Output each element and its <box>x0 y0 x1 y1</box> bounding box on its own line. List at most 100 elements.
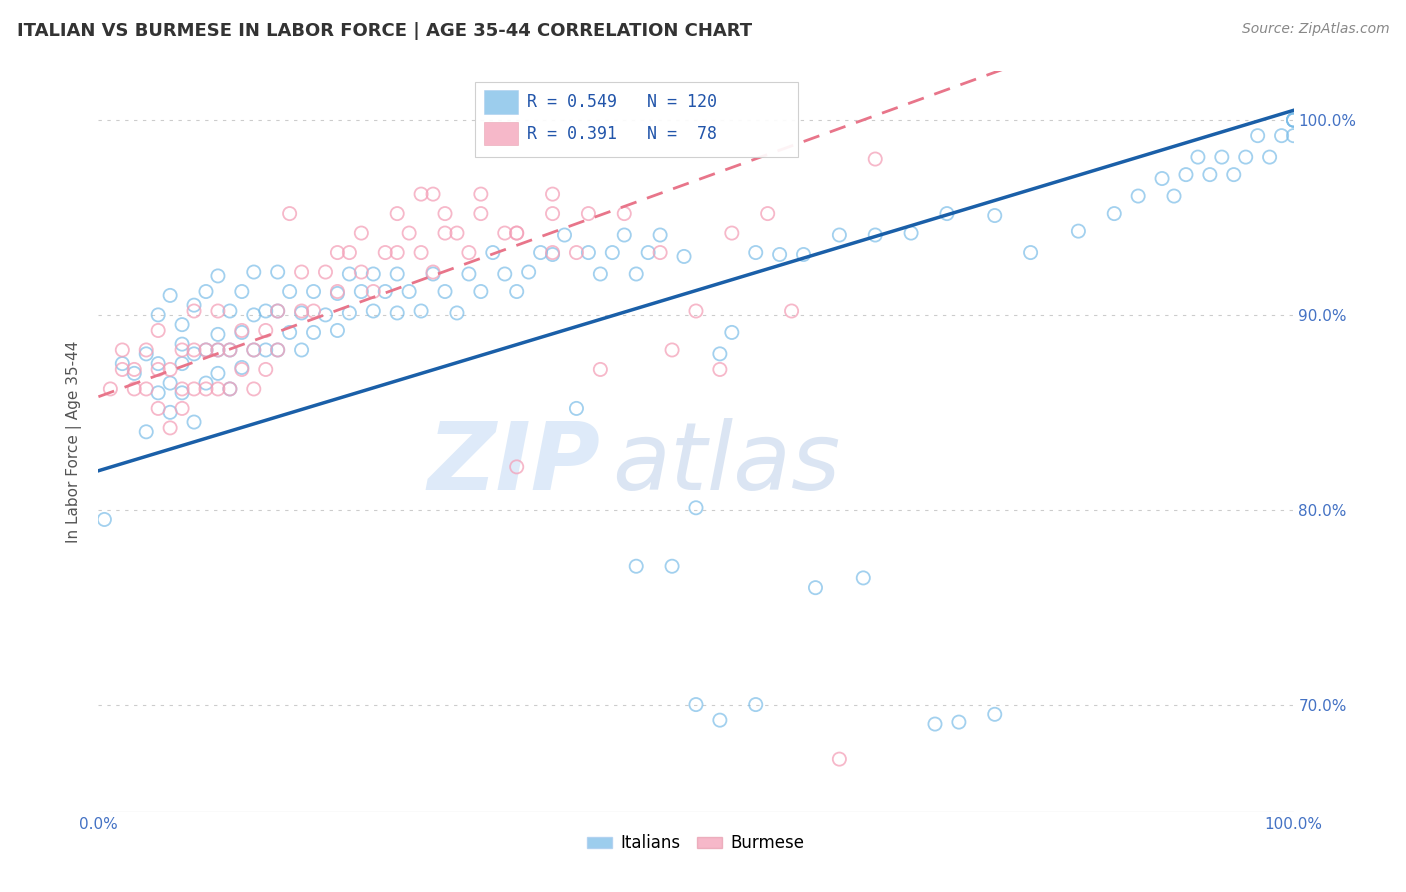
Point <box>278 285 301 299</box>
Point <box>768 247 790 261</box>
Point <box>948 715 970 730</box>
Point <box>661 343 683 357</box>
Point <box>315 308 337 322</box>
Point <box>984 209 1007 223</box>
Point <box>374 285 396 299</box>
Point <box>1282 128 1305 143</box>
Legend: Italians, Burmese: Italians, Burmese <box>581 828 811 859</box>
Point <box>745 698 768 712</box>
Point <box>565 401 588 416</box>
Point <box>411 187 433 202</box>
Point <box>506 226 529 240</box>
Point <box>434 206 457 220</box>
Point <box>195 343 218 357</box>
Point <box>924 717 946 731</box>
Point <box>207 367 229 381</box>
Point <box>541 247 564 261</box>
Point <box>124 367 146 381</box>
Point <box>385 206 409 220</box>
Point <box>936 206 959 220</box>
Point <box>254 343 277 357</box>
Point <box>1163 189 1185 203</box>
Point <box>685 698 707 712</box>
Point <box>219 382 242 396</box>
Point <box>721 226 744 240</box>
Point <box>267 304 290 318</box>
Point <box>135 425 157 439</box>
Point <box>172 357 194 371</box>
Point <box>98 382 122 396</box>
Point <box>159 405 181 419</box>
Point <box>1282 113 1305 128</box>
Point <box>124 382 146 396</box>
Point <box>231 324 253 338</box>
Point <box>219 343 242 357</box>
Point <box>385 306 409 320</box>
Point <box>326 245 349 260</box>
Point <box>470 187 492 202</box>
Point <box>589 362 612 376</box>
Point <box>267 265 290 279</box>
Point <box>231 362 253 376</box>
Text: ITALIAN VS BURMESE IN LABOR FORCE | AGE 35-44 CORRELATION CHART: ITALIAN VS BURMESE IN LABOR FORCE | AGE … <box>17 22 752 40</box>
FancyBboxPatch shape <box>475 82 797 156</box>
Point <box>111 343 134 357</box>
Point <box>195 376 218 390</box>
Point <box>291 306 314 320</box>
Point <box>1282 113 1305 128</box>
Point <box>339 245 361 260</box>
Point <box>470 206 492 220</box>
Point <box>148 362 170 376</box>
Point <box>602 245 624 260</box>
Point <box>411 304 433 318</box>
Point <box>159 288 181 302</box>
Point <box>434 285 457 299</box>
Point <box>385 245 409 260</box>
Point <box>852 571 875 585</box>
Point <box>481 245 505 260</box>
Point <box>302 304 325 318</box>
Point <box>207 343 229 357</box>
Point <box>231 360 253 375</box>
Point <box>159 421 181 435</box>
Point <box>494 226 516 240</box>
Point <box>541 206 564 220</box>
Point <box>291 343 314 357</box>
Point <box>554 227 576 242</box>
Point <box>1282 113 1305 128</box>
Point <box>350 265 373 279</box>
Point <box>1019 245 1042 260</box>
Point <box>172 343 194 357</box>
Point <box>326 324 349 338</box>
Point <box>1175 168 1198 182</box>
Point <box>709 362 731 376</box>
Point <box>398 285 420 299</box>
Point <box>172 382 194 396</box>
Point <box>183 415 205 429</box>
Text: Source: ZipAtlas.com: Source: ZipAtlas.com <box>1241 22 1389 37</box>
Point <box>506 226 529 240</box>
Point <box>422 267 444 281</box>
Point <box>494 267 516 281</box>
Text: R = 0.391   N =  78: R = 0.391 N = 78 <box>527 125 717 143</box>
Point <box>804 581 827 595</box>
Point <box>243 382 266 396</box>
Point <box>363 267 385 281</box>
Point <box>183 304 205 318</box>
Point <box>1187 150 1209 164</box>
Point <box>124 362 146 376</box>
Point <box>1282 113 1305 128</box>
Text: ZIP: ZIP <box>427 417 600 509</box>
Point <box>350 226 373 240</box>
Point <box>661 559 683 574</box>
Point <box>1258 150 1281 164</box>
Point <box>243 343 266 357</box>
Point <box>470 285 492 299</box>
Point <box>745 245 768 260</box>
Point <box>207 268 229 283</box>
Point <box>207 382 229 396</box>
Point <box>793 247 815 261</box>
Point <box>231 326 253 340</box>
Point <box>148 324 170 338</box>
Point <box>1104 206 1126 220</box>
